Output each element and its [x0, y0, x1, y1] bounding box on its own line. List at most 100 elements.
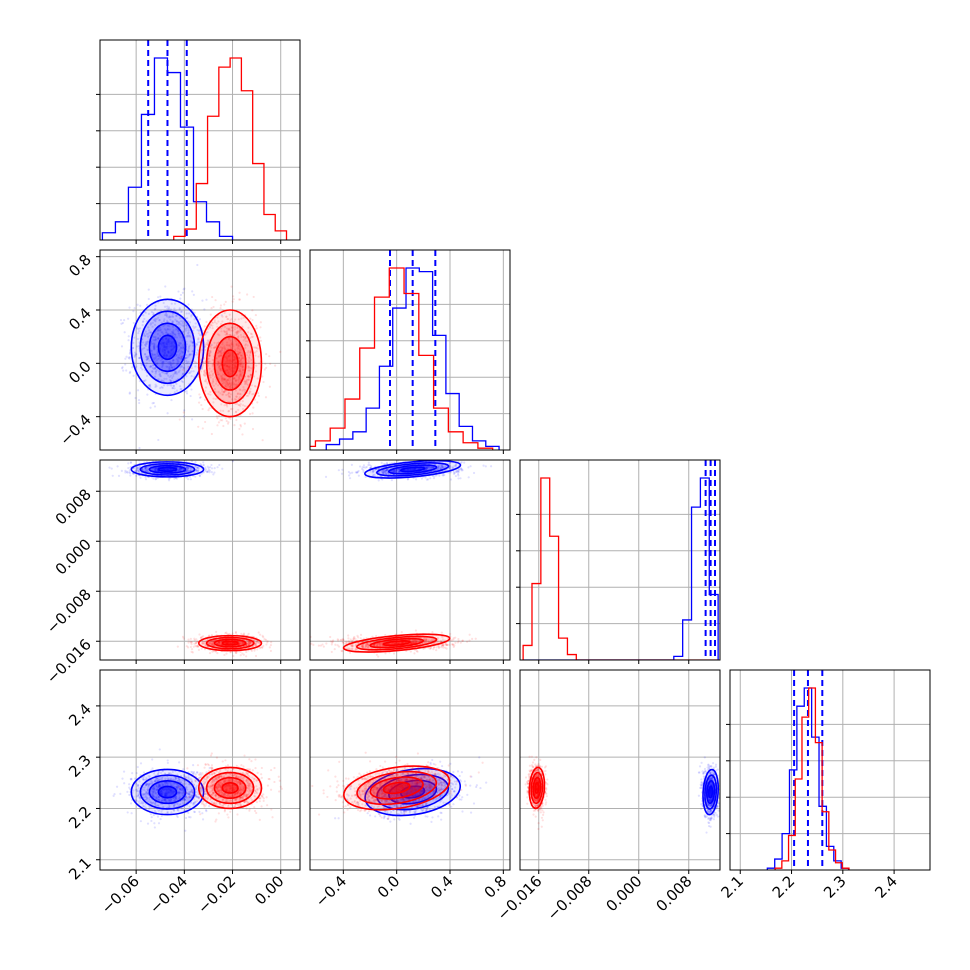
sample-point	[234, 339, 238, 343]
sample-point	[238, 356, 241, 360]
sample-point	[210, 432, 213, 436]
sample-point	[226, 633, 229, 636]
sample-point	[424, 476, 427, 479]
sample-point	[153, 348, 156, 351]
sample-point	[143, 346, 146, 350]
sample-point	[381, 478, 384, 481]
sample-point	[187, 355, 190, 358]
sample-point	[200, 403, 203, 407]
sample-point	[203, 640, 206, 643]
sample-point	[173, 365, 176, 369]
sample-point	[139, 476, 142, 479]
sample-point	[180, 365, 183, 368]
contour-blue	[139, 310, 196, 385]
sample-point	[158, 318, 161, 322]
sample-point	[182, 362, 185, 365]
sample-point	[137, 327, 140, 331]
sample-point	[206, 470, 209, 473]
sample-point	[177, 332, 180, 335]
sample-point	[176, 469, 179, 473]
sample-point	[145, 358, 148, 362]
sample-point	[163, 345, 166, 349]
sample-point	[348, 474, 351, 477]
sample-point	[151, 468, 154, 471]
sample-point	[134, 353, 138, 356]
sample-point	[152, 477, 155, 480]
sample-point	[221, 347, 224, 350]
sample-point	[232, 642, 235, 645]
sample-point	[156, 352, 159, 355]
sample-point	[159, 386, 162, 390]
sample-point	[413, 467, 416, 471]
sample-point	[163, 352, 166, 355]
sample-point	[424, 639, 427, 643]
sample-point	[234, 325, 237, 329]
sample-point	[249, 641, 252, 644]
sample-point	[227, 329, 230, 332]
sample-point	[201, 635, 204, 639]
sample-point	[242, 642, 245, 645]
sample-point	[233, 358, 236, 362]
sample-point	[166, 347, 169, 350]
sample-point	[143, 317, 146, 321]
sample-point	[194, 322, 197, 325]
sample-point	[191, 350, 194, 353]
sample-point	[202, 364, 205, 367]
sample-point	[324, 475, 328, 478]
sample-point	[229, 408, 233, 411]
sample-point	[203, 361, 207, 364]
sample-point	[231, 398, 234, 401]
sample-point	[366, 643, 369, 646]
sample-point	[154, 468, 157, 471]
grid-lines	[100, 40, 300, 240]
sample-point	[235, 331, 238, 335]
sample-point	[252, 375, 256, 378]
sample-point	[208, 354, 211, 357]
sample-point	[371, 470, 375, 473]
sample-point	[196, 343, 199, 346]
sample-point	[192, 332, 195, 335]
sample-point	[361, 645, 364, 648]
sample-point	[354, 648, 358, 652]
sample-point	[239, 650, 242, 653]
sample-point	[223, 329, 226, 333]
sample-point	[165, 340, 168, 343]
sample-point	[231, 359, 235, 362]
sample-point	[182, 288, 185, 291]
sample-point	[230, 343, 234, 346]
sample-point	[184, 328, 187, 331]
sample-point	[354, 637, 357, 640]
sample-point	[451, 465, 454, 468]
sample-point	[186, 335, 189, 338]
sample-point	[172, 358, 175, 361]
sample-point	[149, 331, 152, 334]
sample-point	[123, 331, 126, 334]
sample-point	[409, 468, 412, 471]
sample-point	[221, 419, 224, 422]
sample-point	[235, 343, 238, 346]
sample-point	[362, 466, 366, 469]
sample-point	[205, 342, 208, 345]
sample-point	[161, 379, 164, 382]
sample-point	[449, 478, 453, 481]
sample-point	[243, 382, 247, 386]
sample-point	[268, 355, 271, 358]
sample-point	[153, 339, 157, 342]
sample-point	[171, 315, 174, 318]
sample-point	[165, 342, 168, 345]
sample-point	[345, 647, 348, 650]
sample-point	[143, 343, 147, 347]
sample-point	[234, 383, 237, 386]
sample-point	[223, 390, 227, 393]
sample-point	[244, 381, 247, 384]
sample-point	[137, 332, 140, 335]
sample-point	[436, 637, 440, 640]
sample-point	[226, 369, 229, 372]
sample-point	[247, 642, 250, 645]
sample-point	[165, 331, 168, 334]
sample-point	[454, 464, 458, 467]
sample-point	[199, 636, 202, 640]
sample-point	[238, 375, 241, 378]
sample-point	[199, 636, 203, 639]
sample-point	[191, 341, 194, 344]
